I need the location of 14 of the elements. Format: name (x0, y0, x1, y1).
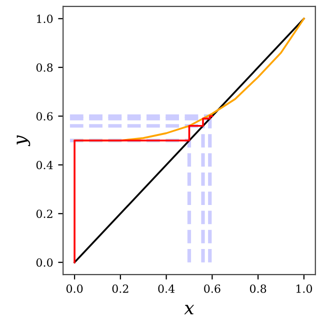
y-tick-label: 0.6 (36, 112, 53, 121)
x-tick-label: 0.6 (204, 284, 220, 293)
x-tick-label: 0.4 (158, 284, 175, 293)
x-tick-label: 0.2 (112, 284, 128, 293)
y-tick-label: 0.2 (36, 210, 52, 218)
y-axis-title: y (16, 135, 30, 146)
x-axis-title: x (184, 304, 194, 314)
x-tick-label: 0.8 (250, 284, 266, 293)
y-tick-label: 1.0 (37, 14, 53, 24)
y-tick-label: 0.4 (36, 160, 53, 170)
y-tick-label: 0.0 (36, 258, 53, 267)
x-tick-label: 1.0 (296, 284, 312, 293)
y-tick-label: 0.8 (36, 63, 53, 72)
x-tick-label: 0.0 (66, 284, 83, 293)
